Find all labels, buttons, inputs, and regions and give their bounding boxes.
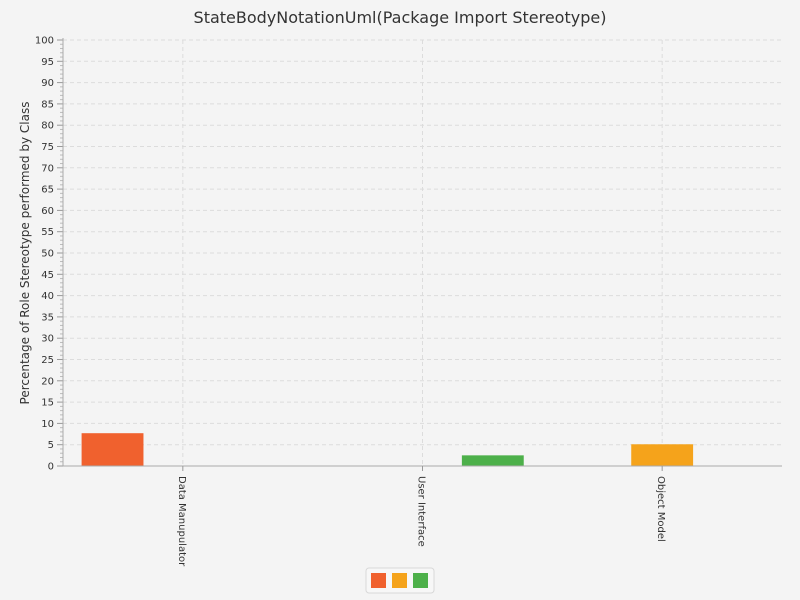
y-tick-label: 60 [41, 206, 54, 217]
y-tick-label: 10 [41, 419, 54, 430]
y-tick-label: 25 [41, 355, 54, 366]
y-tick-label: 50 [41, 249, 54, 260]
grid [63, 39, 782, 466]
axes: 0 5 10 15 20 25 30 35 40 45 50 55 60 65 70 75 80 85 90 95 10… [35, 36, 782, 567]
legend-swatch [392, 573, 407, 588]
y-tick-label: 85 [41, 99, 54, 110]
y-tick-label: 95 [41, 57, 54, 68]
y-tick-label: 100 [35, 36, 54, 47]
chart-title: StateBodyNotationUml(Package Import Ster… [194, 8, 607, 27]
x-tick-label: Data Manupulator [176, 476, 187, 567]
y-tick-label: 90 [41, 78, 54, 89]
y-tick-label: 75 [41, 142, 54, 153]
x-tick-label: User Interface [416, 476, 427, 547]
y-tick-label: 15 [41, 398, 54, 409]
y-tick-label: 0 [48, 462, 54, 473]
y-tick-label: 65 [41, 185, 54, 196]
bars [81, 433, 694, 466]
x-tick-label: Object Model [655, 476, 666, 542]
y-tick-label: 55 [41, 227, 54, 238]
bar [81, 433, 144, 466]
y-tick-label: 30 [41, 334, 54, 345]
y-tick-label: 80 [41, 121, 54, 132]
y-tick-label: 5 [48, 440, 54, 451]
legend [365, 567, 435, 594]
y-tick-label: 35 [41, 312, 54, 323]
y-tick-label: 40 [41, 291, 54, 302]
y-axis-label: Percentage of Role Stereotype performed … [18, 102, 32, 405]
y-tick-label: 45 [41, 270, 54, 281]
legend-swatch [413, 573, 428, 588]
legend-swatch [371, 573, 386, 588]
y-tick-label: 70 [41, 163, 54, 174]
bar [631, 444, 694, 466]
y-tick-label: 20 [41, 376, 54, 387]
bar [461, 455, 524, 466]
